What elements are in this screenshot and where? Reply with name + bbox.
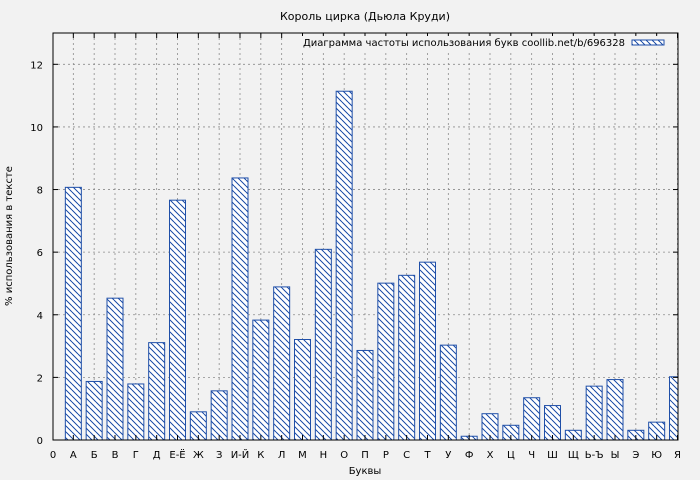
- x-tick-label: Ч: [528, 450, 535, 461]
- x-tick-label: Ш: [547, 450, 558, 461]
- x-tick-label: У: [445, 450, 451, 461]
- bar-К: [252, 319, 270, 441]
- bar-З: [210, 390, 228, 441]
- bar-Ы: [606, 379, 624, 441]
- chart-title: Король цирка (Дьюла Круди): [280, 10, 450, 23]
- x-tick-label: М: [298, 450, 307, 461]
- x-tick-label: В: [112, 450, 119, 461]
- bar-Л: [273, 286, 291, 441]
- x-tick-label: О: [340, 450, 348, 461]
- y-tick-label: 4: [37, 311, 43, 322]
- x-tick-label: С: [403, 450, 410, 461]
- bar-С: [398, 274, 416, 441]
- y-axis-label: % использования в тексте: [4, 166, 15, 306]
- bar-В: [106, 297, 124, 441]
- y-tick-label: 10: [30, 123, 43, 134]
- x-tick-label: З: [216, 450, 222, 461]
- x-tick-label: Б: [91, 450, 98, 461]
- bar-Г: [127, 383, 145, 441]
- grid-lines: [53, 33, 678, 440]
- y-tick-label: 8: [37, 186, 43, 197]
- x-axis: 0 А Б В Г Д Е-Ё Ж З И-Й К Л М Н О П Р С Т У Ф Х Ц Ч Ш Щ Ь-Ъ Ы Э Ю Я: [50, 33, 681, 461]
- bar-У: [439, 344, 457, 441]
- bar-А: [64, 186, 82, 441]
- legend-swatch: [631, 39, 665, 46]
- bar-О: [335, 90, 353, 441]
- y-tick-label: 12: [30, 60, 43, 71]
- x-tick-label: Д: [153, 450, 161, 461]
- y-tick-label: 2: [37, 373, 43, 384]
- x-tick-label: К: [257, 450, 264, 461]
- bar-Я: [669, 376, 679, 441]
- x-tick-label: Ц: [507, 450, 515, 461]
- x-tick-label: Ф: [465, 450, 474, 461]
- legend: Диаграмма частоты использования букв coo…: [284, 36, 668, 50]
- x-tick-label: Ы: [611, 450, 620, 461]
- bar-Ч: [523, 397, 541, 441]
- bar-Д: [148, 342, 166, 441]
- x-tick-label: А: [70, 450, 77, 461]
- bar-Ш: [544, 405, 561, 441]
- x-tick-label: Х: [487, 450, 494, 461]
- bar-Т: [419, 261, 436, 441]
- y-tick-label: 0: [37, 436, 43, 447]
- bar-М: [294, 339, 311, 441]
- bar-Р: [377, 282, 395, 441]
- x-tick-label: Г: [133, 450, 139, 461]
- x-tick-label: Е-Ё: [169, 448, 185, 461]
- x-tick-label: И-Й: [231, 448, 250, 461]
- x-tick-label: Ж: [193, 450, 204, 461]
- x-tick-label: Щ: [568, 450, 579, 461]
- x-tick-label: Т: [423, 450, 431, 461]
- bar-Б: [85, 380, 103, 441]
- x-tick-label: Л: [278, 450, 286, 461]
- bar-Ь-Ъ: [585, 385, 603, 441]
- x-axis-label: Буквы: [349, 466, 382, 477]
- x-tick-label: Э: [632, 450, 639, 461]
- legend-label: Диаграмма частоты использования букв coo…: [303, 38, 625, 49]
- x-tick-label: Я: [674, 450, 681, 461]
- x-tick-label: Н: [320, 450, 328, 461]
- x-tick-label: Р: [383, 450, 389, 461]
- bars-group: [64, 90, 679, 441]
- x-tick-label: 0: [50, 450, 56, 461]
- y-tick-label: 6: [37, 248, 43, 259]
- bar-Е-Ё: [169, 199, 186, 441]
- x-tick-label: П: [361, 450, 369, 461]
- x-tick-label: Ь-Ъ: [585, 450, 604, 461]
- plot-frame: [52, 32, 679, 441]
- bar-П: [356, 349, 374, 441]
- x-tick-label: Ю: [651, 450, 662, 461]
- bar-И-Й: [231, 177, 249, 441]
- y-axis: 0 2 4 6 8 10 12: [30, 60, 678, 447]
- bar-Н: [314, 248, 332, 441]
